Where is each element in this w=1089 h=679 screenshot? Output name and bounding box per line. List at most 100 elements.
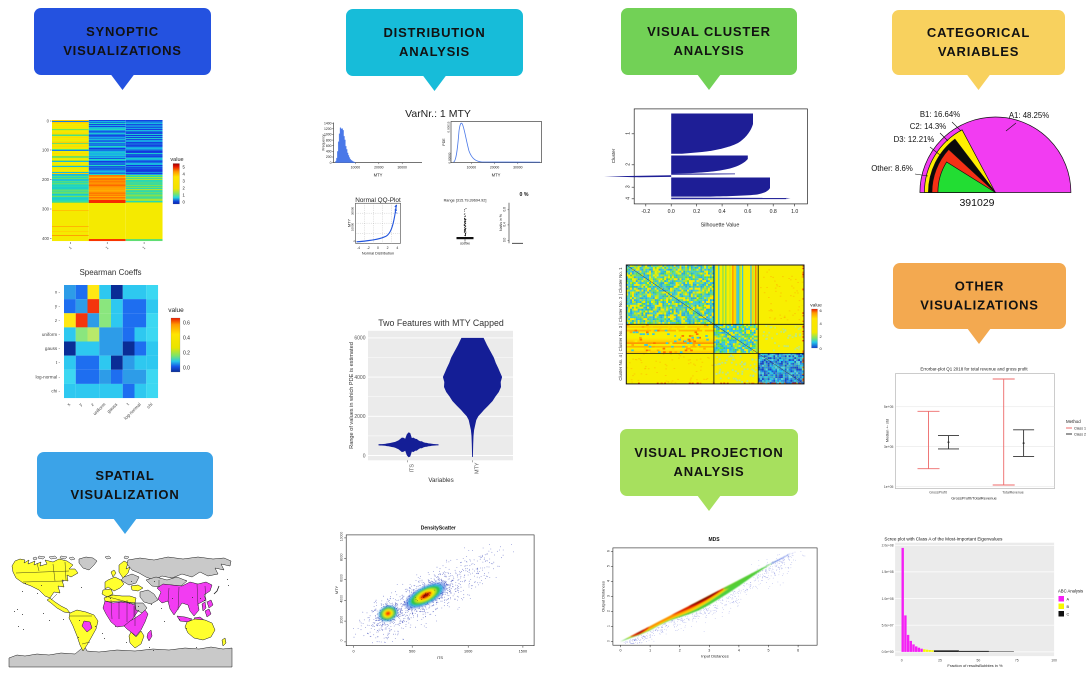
- svg-text:codfixe: codfixe: [460, 242, 470, 246]
- svg-text:0.0: 0.0: [183, 366, 190, 372]
- svg-text:6: 6: [797, 649, 799, 653]
- svg-text:MTY: MTY: [348, 219, 352, 227]
- svg-text:10000: 10000: [340, 532, 344, 542]
- svg-text:Normal Distribution: Normal Distribution: [362, 251, 394, 255]
- svg-text:1200: 1200: [324, 127, 332, 131]
- svg-text:10000: 10000: [351, 166, 361, 170]
- svg-text:0.4: 0.4: [503, 222, 507, 227]
- svg-text:1500: 1500: [519, 650, 527, 654]
- svg-text:4: 4: [183, 171, 186, 176]
- svg-text:3: 3: [606, 595, 610, 597]
- svg-text:ANALYSIS: ANALYSIS: [399, 44, 470, 59]
- svg-text:0.8: 0.8: [770, 209, 777, 215]
- svg-text:SYNOPTIC: SYNOPTIC: [86, 24, 159, 39]
- svg-text:Input Distances: Input Distances: [701, 654, 729, 659]
- svg-text:0: 0: [353, 650, 355, 654]
- svg-text:1: 1: [649, 649, 651, 653]
- svg-text:1: 1: [141, 245, 147, 251]
- svg-text:-4: -4: [357, 246, 360, 250]
- svg-text:2: 2: [387, 246, 389, 250]
- svg-text:0.8: 0.8: [503, 207, 507, 212]
- svg-text:Range [315.79,39694.92]: Range [315.79,39694.92]: [444, 199, 487, 203]
- svg-text:Silhouette Value: Silhouette Value: [701, 223, 740, 229]
- svg-text:value: value: [170, 157, 183, 163]
- svg-text:1000: 1000: [324, 133, 332, 137]
- svg-text:4: 4: [606, 580, 610, 582]
- svg-text:20000: 20000: [374, 166, 384, 170]
- svg-text:3: 3: [626, 185, 632, 188]
- svg-text:MTY: MTY: [492, 173, 501, 178]
- svg-text:0: 0: [353, 240, 357, 242]
- svg-text:4: 4: [738, 649, 740, 653]
- svg-text:Normal QQ-Plot: Normal QQ-Plot: [355, 197, 401, 204]
- svg-text:0.0: 0.0: [668, 209, 675, 215]
- svg-text:VISUALIZATIONS: VISUALIZATIONS: [63, 43, 182, 58]
- svg-text:10000: 10000: [467, 166, 477, 170]
- svg-text:gauss -: gauss -: [45, 346, 61, 351]
- svg-text:0.2: 0.2: [693, 209, 700, 215]
- svg-text:Frequency: Frequency: [322, 134, 326, 150]
- svg-text:x: x: [66, 401, 72, 407]
- svg-text:30000: 30000: [513, 166, 523, 170]
- svg-text:Output Distances: Output Distances: [601, 581, 606, 612]
- svg-text:OTHER: OTHER: [955, 279, 1005, 294]
- svg-text:chi: chi: [146, 402, 154, 410]
- svg-text:30000: 30000: [351, 206, 355, 215]
- svg-text:300: 300: [42, 207, 50, 212]
- svg-text:-2: -2: [367, 246, 370, 250]
- svg-text:1000: 1000: [464, 650, 472, 654]
- svg-text:6: 6: [820, 308, 823, 313]
- svg-text:0.6: 0.6: [744, 209, 751, 215]
- svg-text:0: 0: [47, 119, 50, 124]
- svg-text:uniform: uniform: [92, 402, 106, 416]
- svg-text:z -: z -: [55, 318, 61, 323]
- svg-text:0.4: 0.4: [183, 336, 190, 342]
- svg-text:CATEGORICAL: CATEGORICAL: [927, 25, 1030, 40]
- svg-text:0.4: 0.4: [718, 209, 725, 215]
- svg-text:500: 500: [409, 650, 415, 654]
- svg-text:0.00000: 0.00000: [448, 152, 452, 163]
- svg-text:0 %: 0 %: [520, 192, 529, 198]
- svg-text:5: 5: [183, 164, 186, 169]
- svg-text:MTY: MTY: [374, 173, 383, 178]
- svg-text:4000: 4000: [354, 375, 365, 381]
- svg-text:800: 800: [326, 138, 332, 142]
- svg-text:30000: 30000: [397, 166, 407, 170]
- svg-text:10000: 10000: [351, 222, 355, 231]
- svg-text:VISUAL PROJECTION: VISUAL PROJECTION: [634, 445, 783, 460]
- svg-text:100: 100: [42, 148, 50, 153]
- svg-text:20000: 20000: [490, 166, 500, 170]
- svg-text:0.6: 0.6: [183, 321, 190, 327]
- svg-text:NaNs in %: NaNs in %: [499, 213, 503, 231]
- svg-text:2000: 2000: [354, 414, 365, 420]
- svg-text:0: 0: [377, 246, 379, 250]
- svg-text:2: 2: [820, 334, 823, 339]
- svg-text:5: 5: [606, 565, 610, 567]
- svg-text:1400: 1400: [324, 121, 332, 125]
- svg-text:DensityScatter: DensityScatter: [421, 526, 456, 532]
- svg-text:2: 2: [606, 610, 610, 612]
- svg-text:VISUAL CLUSTER: VISUAL CLUSTER: [647, 24, 771, 39]
- svg-text:1: 1: [104, 245, 110, 251]
- svg-text:600: 600: [326, 144, 332, 148]
- svg-text:value: value: [810, 303, 822, 309]
- svg-text:6000: 6000: [340, 574, 344, 582]
- svg-text:6000: 6000: [354, 336, 365, 342]
- svg-text:8000: 8000: [340, 553, 344, 561]
- svg-text:gauss: gauss: [106, 401, 119, 414]
- svg-text:log-normal -: log-normal -: [35, 374, 60, 379]
- svg-text:0.0: 0.0: [503, 237, 507, 242]
- svg-text:t -: t -: [56, 360, 61, 365]
- svg-text:y: y: [78, 401, 84, 407]
- svg-text:z: z: [90, 401, 96, 407]
- svg-text:2: 2: [183, 185, 186, 190]
- svg-text:Cluster No. 4 | Cluster No. 3: Cluster No. 4 | Cluster No. 3 | Cluster …: [618, 267, 623, 381]
- svg-text:Variables: Variables: [428, 477, 453, 484]
- svg-text:VARIABLES: VARIABLES: [938, 44, 1019, 59]
- svg-text:4: 4: [396, 246, 398, 250]
- svg-text:value: value: [168, 307, 184, 314]
- svg-text:chi -: chi -: [51, 388, 60, 393]
- svg-text:x -: x -: [55, 290, 61, 295]
- svg-text:0.00015: 0.00015: [447, 121, 451, 132]
- svg-text:5: 5: [768, 649, 770, 653]
